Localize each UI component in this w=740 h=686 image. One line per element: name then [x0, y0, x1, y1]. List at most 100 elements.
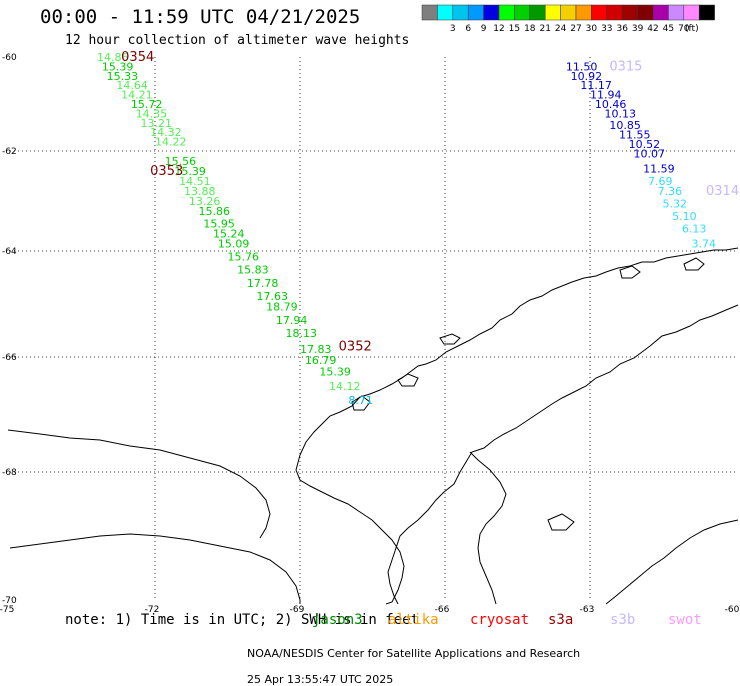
wave-height-value: 15.72: [131, 98, 163, 111]
lat-tick-label: -68: [2, 468, 17, 478]
wave-height-value: 15.56: [165, 155, 197, 168]
credit-text: NOAA/NESDIS Center for Satellite Applica…: [247, 647, 581, 660]
wave-height-value: 13.26: [189, 195, 221, 208]
wave-height-value: 15.24: [213, 228, 245, 241]
legend-tick-label: 70: [678, 24, 690, 34]
wave-height-value: 15.83: [237, 264, 269, 277]
wave-height-value: 17.63: [257, 290, 289, 303]
pass-labels: 0354 0353 0352 0315 0314: [121, 50, 739, 354]
wave-height-value: 11.50: [566, 60, 598, 73]
legend-swatch: [498, 4, 515, 21]
legend-swatch: [437, 4, 454, 21]
note-line: note: 1) Time is in UTC; 2) SWH is in fe…: [0, 612, 740, 630]
legend-swatch: [668, 4, 685, 21]
wave-height-value: 13.21: [141, 117, 173, 130]
legend-tick-label: 39: [632, 24, 644, 34]
wave-height-value: 8.71: [348, 394, 373, 407]
mission-name: s3b: [610, 612, 636, 628]
legend-swatch: [421, 4, 438, 21]
timestamp-text: 25 Apr 13:55:47 UTC 2025: [247, 673, 394, 686]
legend-tick-label: 3: [450, 24, 456, 34]
legend-swatch: [591, 4, 608, 21]
pass-id-label: 0354: [121, 50, 154, 65]
wave-height-value: 14.22: [155, 136, 187, 149]
island-chain-6: [547, 513, 575, 531]
wave-height-value: 15.39: [102, 60, 134, 73]
wave-height-value: 7.69: [648, 175, 673, 188]
wave-height-value: 17.83: [300, 343, 332, 356]
upper-left-landmass-coastline: [7, 429, 271, 539]
lon-tick-label: -72: [145, 605, 160, 615]
mission-name: s3a: [548, 612, 574, 628]
legend-unit-label: (ft): [685, 24, 699, 34]
legend-swatch: [514, 4, 531, 21]
legend-swatch: [637, 4, 654, 21]
lon-tick-label: -63: [580, 605, 595, 615]
wave-height-value: 11.17: [580, 79, 612, 92]
mission-name: jason3: [312, 612, 363, 628]
wave-height-value: 15.39: [174, 165, 206, 178]
legend-tick-label: 9: [481, 24, 487, 34]
wave-height-value: 5.10: [672, 210, 697, 223]
lat-tick-label: -60: [2, 53, 17, 63]
legend-tick-label: 33: [601, 24, 612, 34]
legend-swatch: [529, 4, 546, 21]
legend-swatch: [698, 4, 715, 21]
wave-height-value: 14.64: [116, 79, 148, 92]
wave-height-value: 18.79: [266, 301, 298, 314]
pass-id-label: 0315: [609, 59, 642, 74]
legend-swatch: [575, 4, 592, 21]
legend-swatch: [560, 4, 577, 21]
wave-height-value: 17.94: [276, 314, 308, 327]
lon-tick-label: -75: [0, 605, 14, 615]
legend-tick-label: 24: [555, 24, 567, 34]
wave-height-value: 14.51: [179, 175, 211, 188]
wave-height-value: 15.95: [203, 218, 235, 231]
footer-credit: NOAA/NESDIS Center for Satellite Applica…: [240, 634, 580, 686]
legend-tick-label: 6: [465, 24, 471, 34]
note-text: note: 1) Time is in UTC; 2) SWH is in fe…: [65, 612, 420, 628]
wave-height-value: 10.92: [571, 70, 603, 83]
altimeter-map: 3 6 9 12 15 18 21 24 27 30 33 36 39 42 45 70(ft) -75 -72…: [0, 4, 740, 615]
legend-swatch: [683, 4, 700, 21]
island-chain-4: [619, 265, 641, 279]
map-title: 00:00 - 11:59 UTC 04/21/2025: [40, 6, 361, 28]
island-chain-2: [397, 373, 419, 387]
lower-left-coastline: [9, 533, 301, 604]
inner-bay-coastline: [469, 451, 507, 605]
pass-id-label: 0352: [339, 339, 372, 354]
wave-height-value: 14.35: [136, 107, 168, 120]
legend-tick-label: 30: [586, 24, 598, 34]
mission-name: altika: [388, 612, 439, 628]
satellite-tracks: 14.8615.3915.3314.6414.2115.7214.3513.21…: [97, 51, 716, 407]
peninsula-inner-coastline: [387, 304, 739, 605]
legend-swatch: [652, 4, 669, 21]
legend-swatch: [606, 4, 623, 21]
legend-swatch: [621, 4, 638, 21]
wave-height-value: 15.09: [218, 238, 250, 251]
legend-swatch: [544, 4, 561, 21]
lat-tick-label: -64: [2, 247, 17, 257]
lat-lon-grid: -75 -72 -69 -66 -63 -60 -60 -62 -64 -66 -68 -70: [0, 53, 740, 615]
legend-tick-label: 45: [663, 24, 674, 34]
wave-height-value: 11.94: [590, 89, 622, 102]
wave-height-value: 11.59: [643, 163, 675, 176]
legend-tick-label: 36: [616, 24, 628, 34]
legend-tick-label: 18: [524, 24, 536, 34]
coastline: [7, 247, 739, 605]
lat-tick-label: -66: [2, 353, 17, 363]
legend-tick-label: 27: [570, 24, 581, 34]
wave-height-value: 10.46: [595, 98, 627, 111]
wave-height-value: 10.85: [609, 119, 641, 132]
island-chain-1: [439, 333, 461, 345]
wave-height-value: 11.55: [619, 129, 651, 142]
wave-height-value: 10.07: [634, 148, 666, 161]
wave-height-value: 18.13: [286, 327, 318, 340]
legend-swatch: [452, 4, 469, 21]
wave-height-value: 10.13: [605, 107, 637, 120]
wave-height-value: 13.88: [184, 185, 216, 198]
island-chain-3: [351, 395, 371, 411]
mission-name: swot: [668, 612, 702, 628]
pass-id-label: 0353: [150, 164, 183, 179]
wave-height-value: 6.13: [682, 223, 707, 236]
